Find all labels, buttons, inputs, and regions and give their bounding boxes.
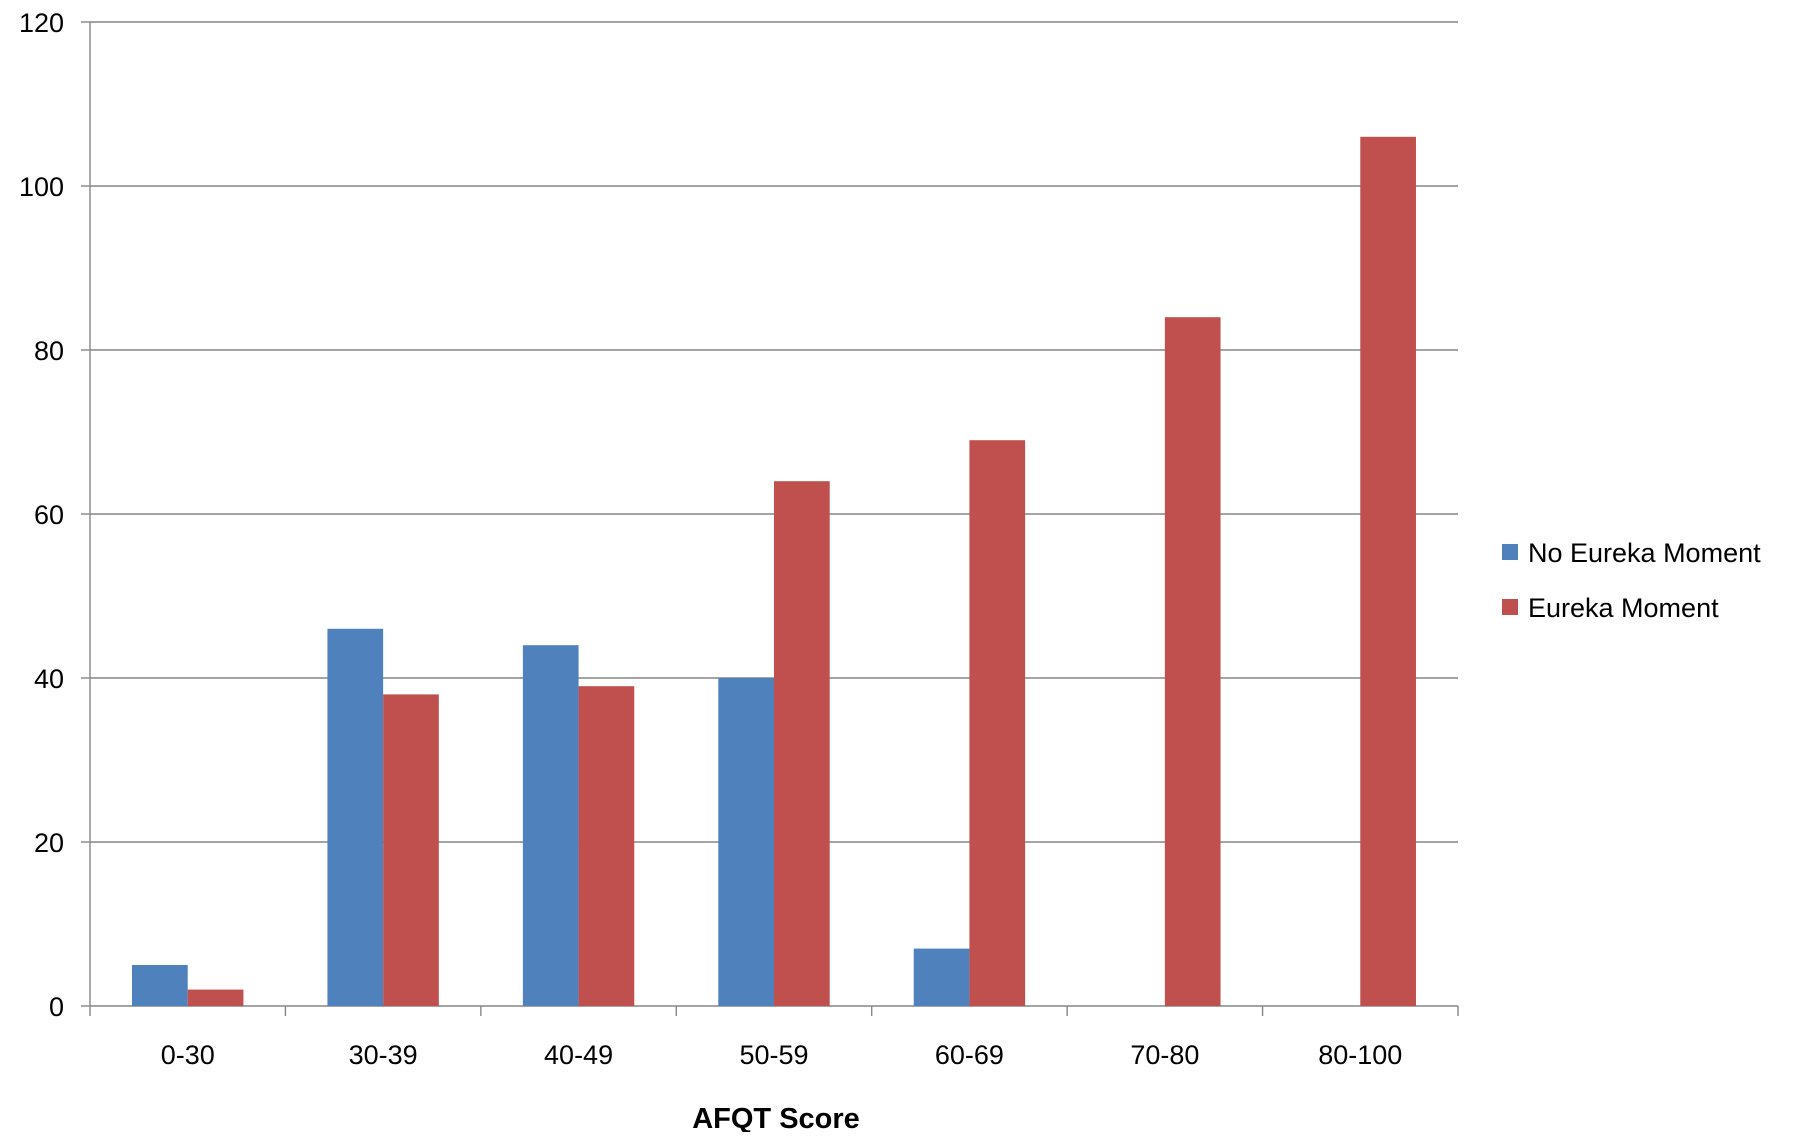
bar-no-eureka-moment-50-59 <box>718 678 774 1006</box>
bar-no-eureka-moment-0-30 <box>132 965 188 1006</box>
y-tick-label: 40 <box>34 664 64 694</box>
bar-eureka-moment-60-69 <box>969 440 1026 1006</box>
x-tick-label: 80-100 <box>1318 1040 1402 1070</box>
x-tick-labels: 0-30 30-39 40-49 50-59 60-69 70-80 80-100 <box>161 1040 1403 1070</box>
x-tick-label: 30-39 <box>349 1040 418 1070</box>
y-tick-label: 100 <box>19 172 64 202</box>
bar-eureka-moment-80-100 <box>1360 136 1416 1007</box>
bar-eureka-moment-30-39 <box>383 694 439 1006</box>
x-tick-label: 60-69 <box>935 1040 1004 1070</box>
bar-no-eureka-moment-40-49 <box>522 645 579 1006</box>
y-tick-label: 0 <box>49 992 64 1022</box>
legend-swatch <box>1502 599 1518 615</box>
legend-label: Eureka Moment <box>1528 593 1719 623</box>
y-tick-label: 60 <box>34 500 64 530</box>
legend-label: No Eureka Moment <box>1528 538 1761 568</box>
y-tick-label: 120 <box>19 8 64 38</box>
legend-swatch <box>1502 544 1518 560</box>
bar-eureka-moment-0-30 <box>187 989 244 1006</box>
y-tick-label: 20 <box>34 828 64 858</box>
y-tick-label: 80 <box>34 336 64 366</box>
x-tick-label: 70-80 <box>1130 1040 1199 1070</box>
bar-eureka-moment-40-49 <box>578 686 635 1006</box>
x-tick-label: 50-59 <box>739 1040 808 1070</box>
y-tick-labels: 0 20 40 60 80 100 120 <box>19 8 64 1022</box>
bar-eureka-moment-70-80 <box>1164 317 1221 1006</box>
bar-no-eureka-moment-60-69 <box>913 948 970 1006</box>
bars <box>132 136 1416 1007</box>
x-tick-label: 0-30 <box>161 1040 215 1070</box>
bar-eureka-moment-50-59 <box>774 481 830 1006</box>
x-tick-label: 40-49 <box>544 1040 613 1070</box>
legend: No Eureka Moment Eureka Moment <box>1502 538 1761 623</box>
bar-no-eureka-moment-30-39 <box>327 628 384 1006</box>
x-axis-title: AFQT Score <box>692 1103 860 1132</box>
